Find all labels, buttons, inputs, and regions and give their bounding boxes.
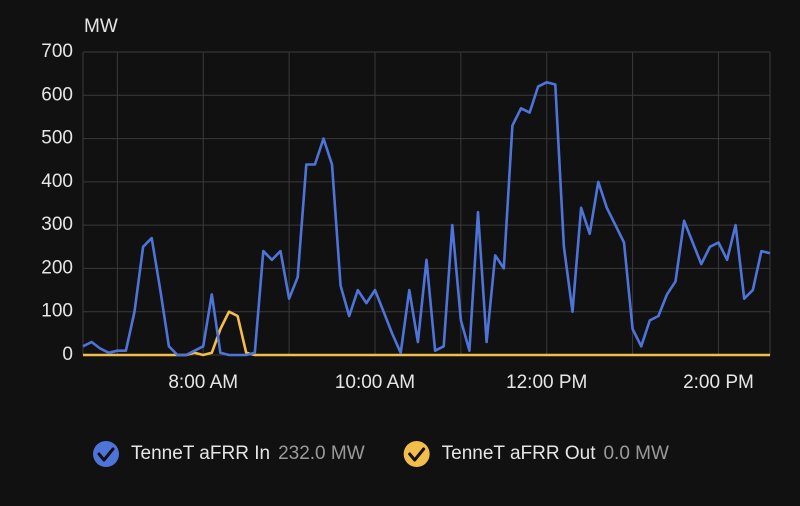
legend-check xyxy=(93,441,119,467)
legend-item[interactable]: TenneT aFRR Out 0.0 MW xyxy=(403,441,669,467)
legend-label: TenneT aFRR In xyxy=(131,443,270,464)
y-tick-label: 500 xyxy=(41,128,73,149)
legend-label: TenneT aFRR Out xyxy=(442,443,597,464)
series-line xyxy=(83,310,770,357)
legend-check xyxy=(403,441,430,467)
y-tick-label: 200 xyxy=(41,257,73,278)
y-tick-label: 0 xyxy=(62,344,73,365)
y-tick-label: 300 xyxy=(41,214,73,235)
y-tick-label: 400 xyxy=(41,171,73,192)
legend-checkmark xyxy=(408,447,426,462)
x-tick-label: 2:00 PM xyxy=(683,372,754,393)
y-tick-label: 700 xyxy=(41,41,73,62)
x-tick-label: 8:00 AM xyxy=(168,372,238,393)
x-tick-label: 12:00 PM xyxy=(506,372,587,393)
x-tick-label: 10:00 AM xyxy=(335,372,415,393)
legend-state: 0.0 MW xyxy=(603,443,669,464)
legend-item[interactable]: TenneT aFRR In 232.0 MW xyxy=(93,441,365,467)
legend-state: 232.0 MW xyxy=(278,443,365,464)
legend-checkmark xyxy=(97,447,115,462)
y-tick-label: 100 xyxy=(41,301,73,322)
series-line xyxy=(82,81,771,357)
y-axis-unit: MW xyxy=(84,16,118,37)
y-tick-label: 600 xyxy=(41,84,73,105)
